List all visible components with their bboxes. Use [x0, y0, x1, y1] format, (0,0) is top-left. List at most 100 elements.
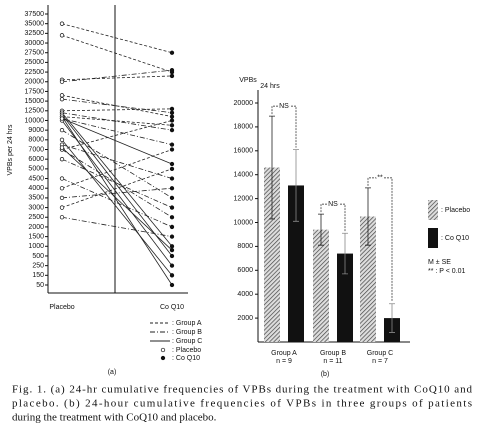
significance-label: ** [377, 175, 383, 182]
legend-swatch [428, 228, 438, 248]
subject-line [61, 120, 173, 150]
y-tick-label: 5000 [28, 166, 44, 173]
significance-bracket [367, 177, 393, 302]
y-tick-label: 18000 [234, 124, 254, 131]
y-tick-label: 8000 [28, 137, 44, 144]
coq10-point [169, 142, 175, 147]
placebo-point [59, 157, 65, 162]
y-tick-label: 7000 [28, 146, 44, 153]
y-axis-unit: 24 hrs [260, 83, 280, 90]
y-tick-label: 14000 [234, 172, 254, 179]
y-tick-label: 4000 [237, 291, 253, 298]
y-tick-label: 17500 [25, 88, 45, 95]
subject-line [61, 118, 173, 165]
coq10-point [169, 205, 175, 210]
legend-note: ** : P < 0.01 [428, 268, 466, 275]
significance-bracket [320, 203, 346, 232]
y-tick-label: 12000 [234, 195, 254, 202]
placebo-point [59, 97, 65, 102]
subject-line [61, 144, 173, 179]
legend-label: : Group A [172, 320, 202, 327]
placebo-point [59, 93, 65, 98]
y-axis-label: VPBs per 24 hrs [7, 124, 14, 175]
subject-line [61, 114, 173, 257]
y-tick-label: 32500 [25, 30, 45, 37]
coq10-point [169, 166, 175, 172]
subject-line [61, 94, 173, 117]
subject-line [61, 116, 173, 286]
subject-line [61, 112, 173, 131]
coq10-point [169, 161, 175, 167]
legend-label: : Placebo [172, 347, 201, 354]
y-tick-label: 2000 [237, 315, 253, 322]
x-tick-label: Group C [367, 350, 393, 357]
y-axis-label: VPBs [239, 77, 257, 84]
legend-label: : Group B [172, 329, 202, 336]
subject-line [61, 168, 173, 208]
y-tick-label: 4000 [28, 185, 44, 192]
coq10-point [169, 176, 175, 181]
y-tick-label: 6000 [237, 267, 253, 274]
y-tick-label: 16000 [234, 148, 254, 155]
y-tick-label: 50 [36, 282, 44, 289]
significance-label: NS [279, 103, 289, 110]
error-bar [389, 303, 395, 333]
significance-bracket [271, 105, 297, 148]
bar [264, 167, 280, 342]
placebo-point [59, 205, 65, 210]
subject-line [61, 216, 173, 238]
y-tick-label: 2000 [28, 224, 44, 231]
y-tick-label: 3000 [28, 204, 44, 211]
error-bar [269, 115, 275, 220]
subject-line [61, 34, 173, 73]
subject-line [61, 69, 173, 83]
y-tick-label: 150 [32, 272, 44, 279]
placebo-point [59, 127, 65, 133]
coq10-point [169, 248, 175, 253]
legend-label: : Placebo [441, 207, 470, 214]
y-tick-label: 9000 [28, 127, 44, 134]
legend-marker [160, 347, 166, 353]
subject-line [61, 187, 173, 199]
placebo-point [59, 116, 65, 121]
coq10-point [169, 67, 175, 73]
error-bar [318, 213, 324, 246]
coq10-point [169, 110, 175, 115]
y-tick-label: 20000 [234, 100, 254, 107]
coq10-point [169, 195, 175, 201]
x-tick-note: n = 7 [372, 358, 388, 365]
subject-line [61, 108, 173, 112]
coq10-point [169, 114, 175, 119]
y-tick-label: 10000 [234, 219, 254, 226]
y-tick-label: 30000 [25, 40, 45, 47]
coq10-point [169, 253, 175, 259]
y-tick-label: 500 [32, 253, 44, 260]
subject-line [61, 75, 173, 81]
y-tick-label: 6000 [28, 156, 44, 163]
y-tick-label: 4500 [28, 175, 44, 182]
panel-label: (a) [108, 369, 117, 376]
legend-label: : Group C [172, 338, 202, 345]
coq10-point [169, 215, 175, 220]
coq10-point [169, 123, 175, 128]
y-tick-label: 3500 [28, 195, 44, 202]
y-tick-label: 2500 [28, 214, 44, 221]
legend-swatch [428, 200, 438, 220]
y-tick-label: 37500 [25, 11, 45, 18]
placebo-point [59, 79, 65, 84]
bar [337, 253, 353, 342]
x-tick-label: Placebo [49, 304, 74, 311]
placebo-point [59, 137, 65, 142]
placebo-point [59, 145, 65, 150]
placebo-point [59, 176, 65, 181]
y-tick-label: 10000 [25, 117, 45, 124]
y-tick-label: 27500 [25, 50, 45, 57]
error-bar [365, 187, 371, 246]
subject-line [61, 149, 173, 189]
y-tick-label: 8000 [237, 243, 253, 250]
bar [288, 185, 304, 342]
legend-label: : Co Q10 [441, 235, 469, 242]
y-tick-label: 22500 [25, 69, 45, 76]
placebo-point [59, 215, 65, 220]
panel-label: (b) [321, 371, 330, 378]
